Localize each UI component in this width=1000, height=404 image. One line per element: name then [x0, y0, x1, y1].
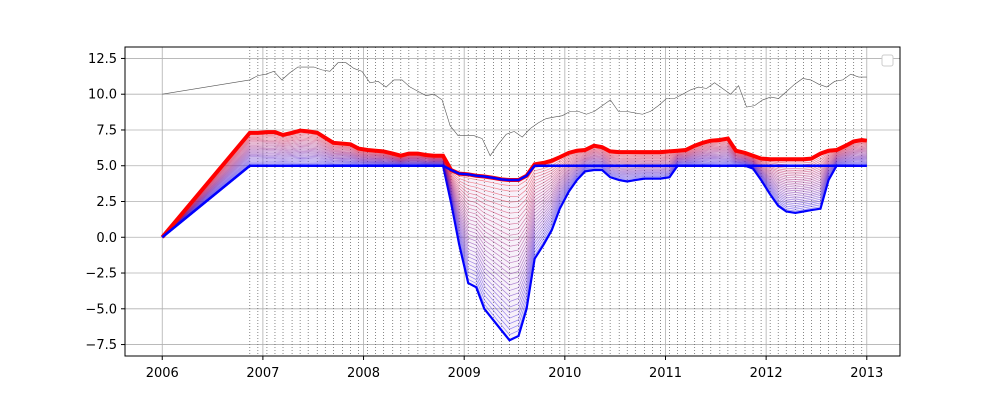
band-line	[162, 161, 867, 325]
band-line	[162, 159, 867, 314]
reference-line	[162, 62, 867, 157]
x-tick-label: 2009	[448, 366, 481, 381]
y-tick-label: 5.0	[96, 159, 117, 174]
x-tick-label: 2013	[850, 366, 883, 381]
y-tick-label: 10.0	[88, 88, 117, 103]
band-line	[161, 150, 867, 275]
band-line	[162, 154, 867, 291]
y-tick-label: 0.0	[96, 231, 117, 246]
band-line	[161, 141, 867, 238]
x-tick-label: 2006	[146, 366, 179, 381]
band-line	[161, 149, 867, 269]
y-tick-label: 12.5	[88, 52, 117, 67]
x-tick-label: 2012	[750, 366, 783, 381]
band-fill	[162, 130, 867, 341]
legend-box	[881, 54, 894, 67]
band-line	[161, 152, 867, 280]
band-line	[161, 142, 867, 238]
y-tick-label: −2.5	[85, 267, 117, 282]
x-tick-label: 2008	[347, 366, 380, 381]
band-line	[161, 136, 867, 238]
band-line	[161, 147, 867, 258]
band-line	[162, 155, 867, 297]
y-axis: −7.5 −5.0 −2.5 0.0 2.5 5.0 7.5 10.0 12.5	[85, 52, 125, 353]
reference-series	[162, 62, 867, 157]
band-line	[161, 146, 867, 253]
band-line	[162, 162, 867, 330]
fan-band	[160, 128, 868, 342]
band-line	[161, 135, 867, 238]
band-line	[161, 148, 867, 264]
vertical-markers	[249, 47, 863, 356]
x-tick-label: 2007	[246, 366, 279, 381]
y-tick-label: −5.0	[85, 302, 117, 317]
band-upper-edge	[160, 128, 868, 239]
band-line	[161, 144, 867, 247]
band-line	[161, 143, 867, 242]
x-tick-label: 2010	[548, 366, 581, 381]
y-tick-label: 2.5	[96, 195, 117, 210]
x-axis: 2006 2007 2008 2009 2010 2011 2012 2013	[146, 356, 883, 381]
band-line	[162, 160, 867, 319]
band-line	[162, 156, 867, 302]
y-tick-label: −7.5	[85, 338, 117, 353]
band-lower-edge	[161, 164, 867, 239]
band-line	[161, 153, 867, 286]
x-tick-label: 2011	[649, 366, 682, 381]
band-line	[162, 158, 867, 308]
y-tick-label: 7.5	[96, 123, 117, 138]
